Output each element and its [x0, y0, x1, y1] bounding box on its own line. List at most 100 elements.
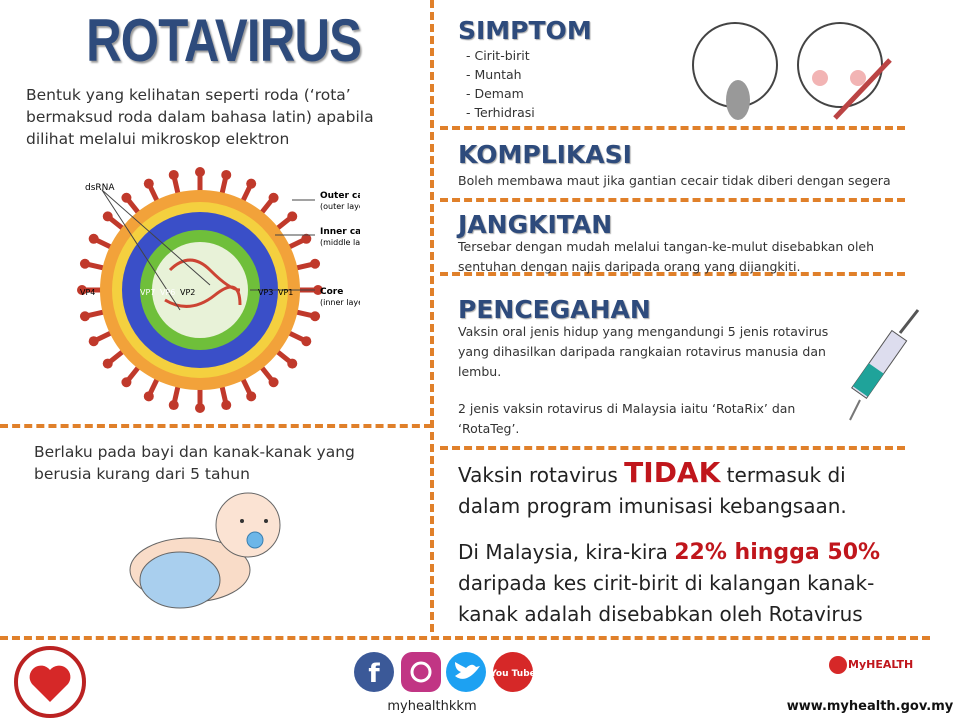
myhealth-mark: [829, 656, 847, 674]
spike-tip: [88, 336, 99, 347]
label: VP4: [80, 288, 95, 297]
heading: SIMPTOM: [458, 16, 592, 45]
text: termasuk di dalam program imunisasi keba…: [458, 463, 847, 518]
baby-illustration: [129, 492, 281, 609]
spike-tip: [287, 358, 298, 369]
spike-tip: [88, 233, 99, 244]
icon-label: You Tube: [489, 669, 536, 679]
spike-tip: [301, 233, 312, 244]
spike-tip: [310, 258, 321, 269]
eye: [240, 519, 244, 523]
label: dsRNA: [85, 183, 115, 193]
spike-tip: [313, 285, 323, 295]
spike-tip: [195, 167, 205, 177]
label: (middle layer): [320, 238, 360, 247]
text: Di Malaysia, kira-kira: [458, 540, 675, 564]
spike-tip: [102, 211, 113, 222]
spike-tip: [246, 178, 257, 189]
heading: PENCEGAHAN: [458, 295, 651, 324]
icon-label: f: [368, 659, 380, 689]
symptom: - Muntah: [466, 67, 522, 82]
spike-tip: [287, 211, 298, 222]
needle: [849, 399, 861, 421]
divider: [0, 636, 930, 640]
divider: [430, 0, 434, 632]
text: Tersebar dengan mudah melalui tangan-ke-…: [458, 239, 875, 274]
cheek: [850, 70, 866, 86]
spike-tip: [143, 178, 154, 189]
label: (outer layer): [320, 202, 360, 211]
divider: [0, 424, 432, 428]
footer: f You Tube myhealthkkm MyHEALTH www.myhe…: [14, 646, 954, 718]
url[interactable]: www.myhealth.gov.my: [787, 699, 954, 714]
label: VP7: [140, 288, 155, 297]
heading: KOMPLIKASI: [458, 140, 632, 169]
facebook-icon[interactable]: [354, 652, 394, 692]
spike-tip: [221, 169, 232, 180]
label: VP6: [160, 288, 175, 297]
vomit: [726, 80, 750, 120]
label: Outer capsid: [320, 191, 360, 201]
label: VP2: [180, 288, 195, 297]
spike-tip: [268, 377, 279, 388]
spike-tip: [143, 391, 154, 402]
pointer: [101, 189, 211, 286]
spike-tip: [77, 285, 87, 295]
spike-tip: [102, 358, 113, 369]
instagram-icon[interactable]: [401, 652, 441, 692]
head: [215, 492, 281, 558]
emphasis: TIDAK: [624, 456, 721, 489]
spike-tip: [268, 192, 279, 203]
heading: JANGKITAN: [458, 210, 613, 239]
instagram-lens: [410, 661, 432, 683]
text: Vaksin oral jenis hidup yang mengandungi…: [458, 324, 829, 379]
statistic: Di Malaysia, kira-kira 22% hingga 50% da…: [458, 537, 928, 630]
label: VP1: [278, 288, 293, 297]
heart: [29, 665, 71, 702]
label: VP3: [258, 288, 273, 297]
text: Boleh membawa maut jika gantian cecair t…: [458, 173, 891, 188]
eye: [264, 519, 268, 523]
spike-tip: [168, 400, 179, 411]
syringe: [849, 309, 920, 421]
text: 2 jenis vaksin rotavirus di Malaysia iai…: [458, 401, 796, 436]
spike-tip: [79, 258, 90, 269]
spike-tip: [246, 391, 257, 402]
pacifier: [246, 531, 264, 549]
infants-text: Berlaku pada bayi dan kanak-kanak yang b…: [34, 443, 355, 483]
notice: Vaksin rotavirus TIDAK termasuk di dalam…: [458, 457, 908, 522]
emphasis: 22% hingga 50%: [674, 540, 881, 565]
label: (inner layer): [320, 298, 360, 307]
divider: [440, 446, 905, 450]
brand: MyHEALTH: [848, 658, 913, 671]
spike-tip: [121, 192, 132, 203]
symptom: - Demam: [466, 86, 524, 101]
rna: [164, 258, 242, 308]
virus-diagram: dsRNA Outer capsid (outer layer) Inner c…: [77, 167, 360, 413]
spike-tip: [79, 311, 90, 322]
pointer: [101, 189, 181, 311]
handle: myhealthkkm: [387, 699, 476, 714]
symptom-list: - Cirit-birit - Muntah - Demam - Terhidr…: [466, 46, 535, 122]
twitter-bird: [455, 662, 480, 679]
intro: Bentuk yang kelihatan seperti roda (‘rot…: [26, 86, 374, 148]
symptom: - Cirit-birit: [466, 48, 530, 63]
divider: [440, 126, 905, 130]
title: ROTAVIRUS: [86, 7, 362, 74]
thermometer: [833, 58, 892, 120]
spike-tip: [168, 169, 179, 180]
cheek: [812, 70, 828, 86]
youtube-icon[interactable]: [493, 652, 533, 692]
text: daripada kes cirit-birit di kalangan kan…: [458, 571, 875, 626]
plunger: [898, 309, 920, 334]
text: Vaksin rotavirus: [458, 463, 625, 487]
spike-tip: [310, 311, 321, 322]
spike-tip: [301, 336, 312, 347]
spike-tip: [221, 400, 232, 411]
symptom: - Terhidrasi: [466, 105, 535, 120]
label: Inner capsid: [320, 227, 360, 237]
divider: [440, 198, 905, 202]
diaper: [139, 551, 221, 609]
divider: [440, 272, 905, 276]
